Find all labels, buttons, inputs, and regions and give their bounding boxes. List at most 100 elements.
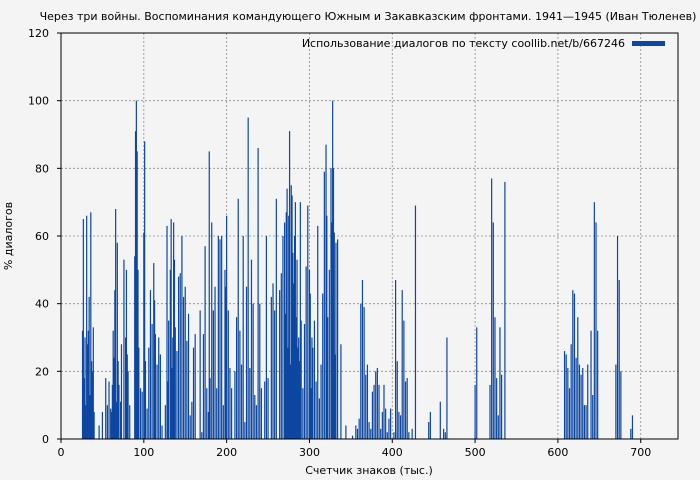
bar <box>149 290 152 439</box>
bar <box>380 428 382 439</box>
bar <box>615 364 617 439</box>
bar <box>358 418 360 439</box>
bar <box>288 215 290 439</box>
bar <box>179 273 181 439</box>
bar <box>141 391 143 439</box>
bar <box>221 236 223 439</box>
bar <box>139 388 142 439</box>
bar <box>284 222 286 439</box>
bar <box>411 428 413 439</box>
chart-title: Через три войны. Воспоминания командующе… <box>40 10 697 23</box>
bar <box>618 279 620 439</box>
bar <box>620 371 622 439</box>
bar <box>332 168 335 439</box>
bar <box>231 388 233 439</box>
bar <box>325 144 327 439</box>
bar <box>326 215 328 439</box>
y-tick-label: 120 <box>28 27 49 40</box>
bar <box>110 411 113 439</box>
bar <box>491 178 493 440</box>
bar <box>159 354 161 439</box>
bar <box>105 378 107 439</box>
bar <box>255 405 258 439</box>
bar <box>333 232 335 439</box>
bar <box>593 202 595 439</box>
bar <box>111 384 113 439</box>
bar <box>340 344 342 439</box>
bar <box>295 317 297 439</box>
bar <box>363 307 365 439</box>
bar <box>399 415 402 439</box>
bar <box>134 256 136 439</box>
bar <box>429 411 431 439</box>
bar <box>186 340 188 439</box>
bar <box>87 330 89 439</box>
bar <box>565 354 567 439</box>
bar <box>148 347 150 439</box>
bar <box>585 405 587 439</box>
bar <box>116 242 118 439</box>
bar <box>293 236 296 439</box>
bar <box>631 415 634 439</box>
bar <box>167 381 169 439</box>
bar <box>117 361 119 439</box>
x-tick-label: 300 <box>299 446 320 459</box>
bar <box>137 269 139 439</box>
bar <box>227 310 229 439</box>
y-tick-label: 40 <box>35 298 49 311</box>
bar <box>356 428 359 439</box>
bar <box>201 432 203 439</box>
bar <box>385 408 387 439</box>
bar <box>330 168 332 439</box>
bar <box>368 422 370 439</box>
bar <box>254 395 256 439</box>
bar <box>144 141 146 439</box>
bar <box>582 367 584 439</box>
bar <box>291 195 293 439</box>
bar <box>192 347 195 439</box>
bar <box>494 317 496 439</box>
bar <box>249 367 251 439</box>
bar <box>337 239 339 439</box>
bar <box>274 310 276 439</box>
bar <box>166 225 168 439</box>
bar <box>296 259 298 439</box>
bar <box>289 364 292 439</box>
bar <box>174 327 176 439</box>
bar <box>334 354 336 439</box>
bar <box>156 364 158 439</box>
bar <box>226 215 228 439</box>
bar <box>250 259 253 439</box>
bar <box>146 408 148 439</box>
bar <box>300 320 302 439</box>
y-axis-ticks: 0 20 40 60 80 100 120 <box>28 27 61 446</box>
bar <box>182 296 185 439</box>
bar <box>129 405 131 439</box>
bar <box>229 367 231 439</box>
bar <box>390 408 392 439</box>
bar <box>115 208 117 439</box>
bar <box>101 411 104 439</box>
bar <box>328 269 330 439</box>
bar <box>373 384 375 439</box>
bar <box>135 100 137 440</box>
bar <box>428 422 430 439</box>
bar <box>211 222 213 439</box>
bar <box>161 425 163 439</box>
bar <box>138 347 140 439</box>
bar <box>383 384 385 439</box>
bar <box>616 236 619 439</box>
bar <box>184 286 186 439</box>
bar <box>118 384 120 439</box>
bar <box>308 269 311 439</box>
bar <box>446 337 448 439</box>
bar-series <box>81 100 634 440</box>
bar <box>245 286 248 439</box>
bar <box>173 222 175 439</box>
bar <box>259 303 261 439</box>
bar <box>366 364 369 439</box>
x-tick-label: 100 <box>133 446 154 459</box>
bar <box>388 418 390 439</box>
bar <box>394 279 397 439</box>
bar <box>264 381 266 439</box>
